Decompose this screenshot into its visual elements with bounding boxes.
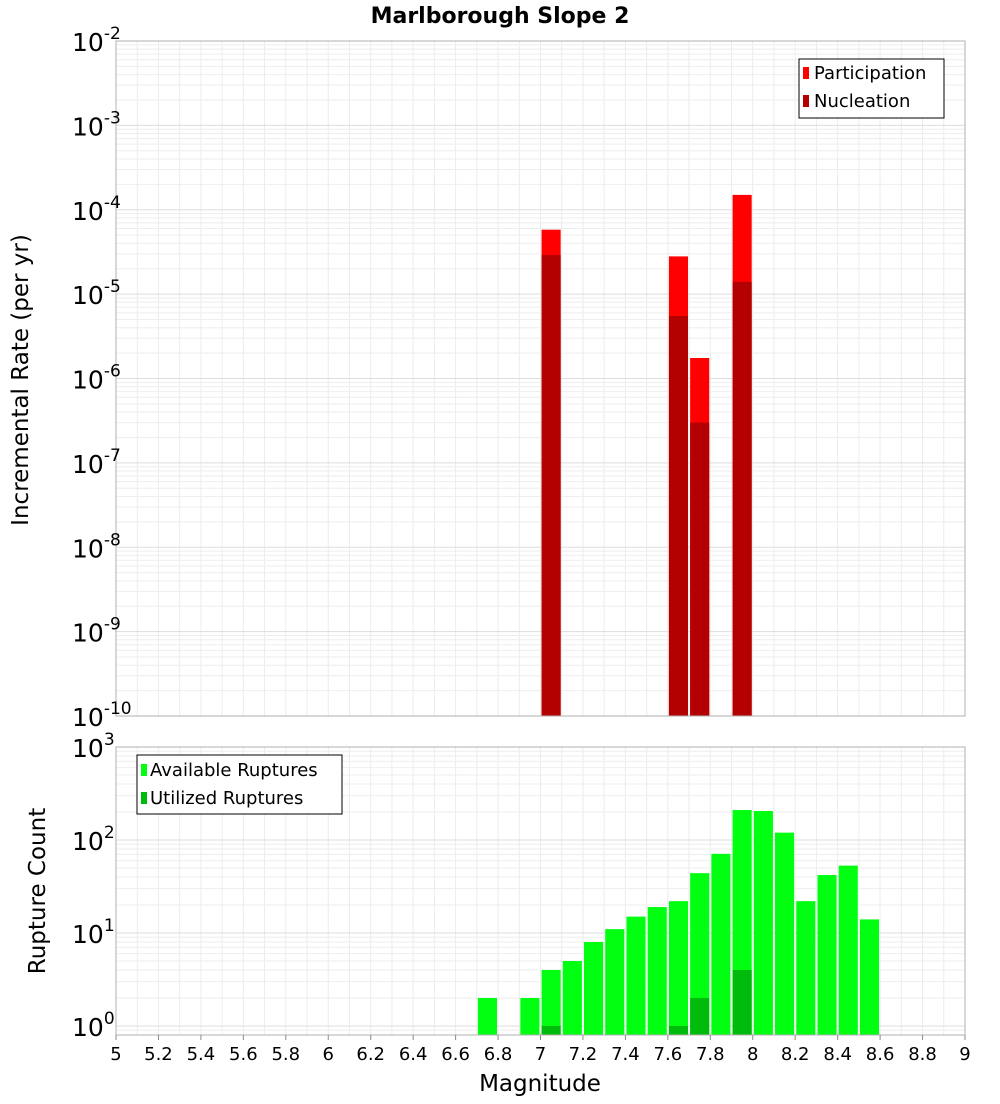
x-axis-label: Magnitude — [479, 1071, 601, 1097]
bottom-y-tick-label-3: 103 — [72, 730, 115, 763]
count-bar-series0-17 — [859, 919, 880, 1035]
count-bar-series0-7 — [647, 907, 667, 1035]
top-y-tick-label-0: 10-10 — [72, 699, 132, 732]
x-tick-label-8: 6.6 — [441, 1044, 470, 1065]
top-y-tick-label-4: 10-6 — [72, 362, 121, 395]
x-tick-label-4: 5.8 — [271, 1044, 300, 1065]
bottom-legend-box — [136, 754, 343, 815]
top-legend: Participation Nucleation — [798, 58, 945, 119]
x-tick-label-11: 7.2 — [569, 1044, 598, 1065]
count-bar-series0-6 — [626, 916, 646, 1035]
count-bar-series0-2 — [541, 969, 561, 1035]
bottom-x-ticks: 5 5.2 5.4 5.6 5.8 6 6.2 6.4 6.6 6.8 7 7.2 7.4 7.6 7.8 8… — [110, 1035, 971, 1065]
x-tick-label-13: 7.6 — [654, 1044, 683, 1065]
top-y-tick-label-7: 10-3 — [72, 108, 121, 141]
rate-bar-series1-1 — [668, 316, 689, 716]
legend-label-participation: Participation — [814, 63, 926, 84]
count-bar-series0-13 — [775, 832, 795, 1035]
count-bar-series0-4 — [584, 942, 604, 1035]
x-tick-label-7: 6.4 — [399, 1044, 428, 1065]
legend-swatch-available — [141, 764, 147, 776]
top-y-tick-label-1: 10-9 — [72, 615, 121, 648]
rate-bar-series1-3 — [732, 281, 752, 716]
bottom-y-tick-label-2: 102 — [72, 823, 115, 856]
x-tick-label-3: 5.6 — [229, 1044, 258, 1065]
x-tick-label-18: 8.6 — [866, 1044, 895, 1065]
x-tick-label-16: 8.2 — [781, 1044, 810, 1065]
x-tick-label-5: 6 — [323, 1044, 334, 1065]
legend-swatch-utilized — [141, 792, 147, 804]
top-legend-box — [798, 58, 945, 119]
count-bar-series0-15 — [817, 875, 837, 1035]
bottom-panel: 100 101 102 103 5 5.2 5.4 5.6 5.8 6 6.2 6.4 6.6 6.8 7… — [25, 730, 971, 1097]
x-tick-label-9: 6.8 — [484, 1044, 513, 1065]
x-tick-label-20: 9 — [959, 1044, 970, 1065]
legend-swatch-participation — [803, 67, 809, 79]
count-bar-series0-0 — [477, 997, 497, 1035]
bottom-y-axis-label: Rupture Count — [25, 808, 51, 974]
count-bar-series0-9 — [690, 873, 710, 1035]
top-panel: 10-10 10-9 10-8 10-7 10-6 10-5 10-4 10-3 10-2 In… — [8, 24, 966, 732]
top-grid — [115, 40, 966, 717]
x-tick-label-17: 8.4 — [823, 1044, 852, 1065]
top-bars — [541, 194, 752, 717]
x-tick-label-1: 5.2 — [144, 1044, 173, 1065]
top-y-axis-label: Incremental Rate (per yr) — [8, 234, 34, 526]
top-y-tick-label-2: 10-8 — [72, 530, 121, 563]
count-bar-series1-0 — [541, 1025, 561, 1035]
bottom-y-tick-label-1: 101 — [72, 916, 115, 949]
rate-bar-series1-2 — [690, 422, 710, 716]
count-bar-series0-8 — [668, 901, 689, 1035]
top-y-tick-label-3: 10-7 — [72, 446, 121, 479]
bottom-y-tick-label-0: 100 — [72, 1009, 115, 1042]
count-bar-series1-2 — [690, 997, 710, 1035]
bottom-y-ticks: 100 101 102 103 — [72, 730, 115, 1042]
x-tick-label-10: 7 — [535, 1044, 546, 1065]
count-bar-series0-16 — [838, 865, 858, 1035]
x-tick-label-0: 5 — [110, 1044, 121, 1065]
chart-title: Marlborough Slope 2 — [371, 4, 630, 29]
x-tick-label-6: 6.2 — [356, 1044, 385, 1065]
count-bar-series0-3 — [562, 960, 582, 1035]
x-tick-label-14: 7.8 — [696, 1044, 725, 1065]
count-bar-series1-3 — [732, 969, 752, 1035]
count-bar-series0-5 — [605, 929, 625, 1035]
count-bar-series0-14 — [796, 901, 816, 1035]
count-bar-series0-1 — [520, 997, 540, 1035]
x-tick-label-2: 5.4 — [187, 1044, 216, 1065]
count-bar-series0-10 — [711, 853, 731, 1035]
top-y-tick-label-5: 10-5 — [72, 277, 121, 310]
top-y-ticks: 10-10 10-9 10-8 10-7 10-6 10-5 10-4 10-3 10-2 — [72, 24, 132, 732]
legend-label-nucleation: Nucleation — [814, 91, 910, 112]
legend-label-utilized: Utilized Ruptures — [150, 788, 303, 809]
rate-bar-series1-0 — [541, 255, 561, 716]
x-tick-label-12: 7.4 — [611, 1044, 640, 1065]
count-bar-series0-12 — [753, 811, 773, 1035]
top-y-tick-label-8: 10-2 — [72, 24, 121, 57]
top-plot-border — [115, 40, 966, 717]
legend-swatch-nucleation — [803, 95, 809, 107]
x-tick-label-19: 8.8 — [908, 1044, 937, 1065]
x-tick-label-15: 8 — [747, 1044, 758, 1065]
legend-label-available: Available Ruptures — [150, 760, 318, 781]
count-bar-series1-1 — [668, 1025, 689, 1035]
top-y-tick-label-6: 10-4 — [72, 193, 121, 226]
bottom-legend: Available Ruptures Utilized Ruptures — [136, 754, 343, 815]
bottom-bars — [477, 810, 880, 1035]
